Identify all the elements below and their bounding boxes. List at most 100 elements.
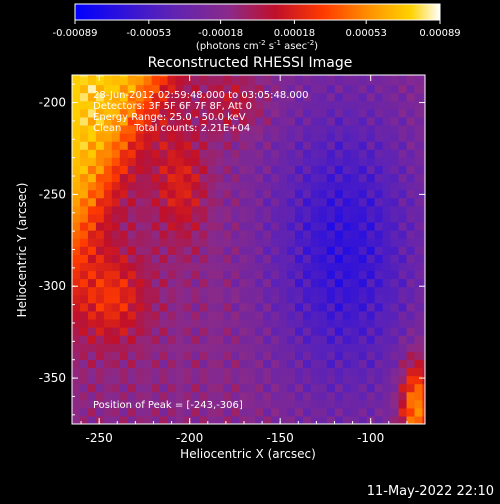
heatmap-cell: [87, 254, 97, 263]
heatmap-cell: [191, 351, 201, 360]
heatmap-cell: [247, 383, 256, 393]
heatmap-cell: [255, 230, 264, 239]
heatmap-cell: [398, 286, 408, 296]
heatmap-cell: [342, 407, 352, 417]
heatmap-cell: [119, 238, 129, 247]
heatmap-cell: [398, 100, 408, 110]
heatmap-cell: [390, 278, 400, 288]
heatmap-cell: [350, 254, 360, 263]
heatmap-cell: [318, 407, 328, 417]
heatmap-cell: [79, 407, 89, 417]
heatmap-cell: [183, 375, 193, 385]
heatmap-cell: [103, 92, 113, 102]
heatmap-cell: [87, 76, 97, 86]
heatmap-cell: [342, 367, 352, 377]
heatmap-cell: [398, 92, 408, 102]
heatmap-cell: [382, 230, 392, 239]
heatmap-cell: [223, 391, 232, 401]
heatmap-cell: [199, 75, 209, 78]
heatmap-cell: [342, 270, 352, 280]
heatmap-cell: [358, 415, 368, 424]
heatmap-cell: [199, 197, 209, 207]
heatmap-cell: [199, 335, 209, 344]
heatmap-cell: [167, 246, 177, 255]
heatmap-cell: [79, 343, 89, 352]
heatmap-cell: [271, 383, 280, 393]
heatmap-cell: [223, 157, 232, 166]
heatmap-cell: [247, 116, 256, 126]
heatmap-cell: [398, 254, 408, 263]
heatmap-cell: [72, 391, 81, 401]
heatmap-cell: [271, 351, 280, 360]
heatmap-cell: [263, 246, 272, 255]
heatmap-cell: [279, 351, 288, 360]
heatmap-cell: [358, 294, 368, 304]
heatmap-cell: [279, 230, 288, 239]
heatmap-cell: [358, 327, 368, 336]
heatmap-cell: [279, 415, 288, 424]
heatmap-cell: [255, 318, 264, 328]
heatmap-cell: [72, 327, 81, 336]
heatmap-cell: [175, 327, 185, 336]
heatmap-cell: [406, 351, 416, 360]
heatmap-cell: [103, 221, 113, 231]
heatmap-cell: [334, 149, 344, 158]
heatmap-cell: [119, 92, 129, 102]
heatmap-cell: [159, 116, 169, 126]
heatmap-cell: [366, 383, 376, 393]
heatmap-cell: [382, 383, 392, 393]
heatmap-cell: [103, 181, 113, 191]
heatmap-cell: [199, 318, 209, 328]
heatmap-cell: [127, 407, 137, 417]
heatmap-cell: [287, 327, 296, 336]
heatmap-cell: [310, 383, 320, 393]
heatmap-cell: [175, 294, 185, 304]
heatmap-cell: [239, 205, 248, 215]
heatmap-cell: [374, 335, 384, 344]
heatmap-cell: [318, 367, 328, 377]
heatmap-cell: [302, 335, 312, 344]
heatmap-cell: [111, 318, 121, 328]
heatmap-cell: [342, 351, 352, 360]
heatmap-cell: [223, 351, 232, 360]
heatmap-cell: [207, 383, 216, 393]
heatmap-cell: [215, 141, 224, 150]
heatmap-cell: [374, 367, 384, 377]
heatmap-cell: [247, 246, 256, 255]
heatmap-cell: [406, 262, 416, 272]
heatmap-cell: [231, 84, 240, 94]
heatmap-cell: [263, 375, 272, 385]
heatmap-cell: [398, 391, 408, 401]
heatmap-cell: [72, 141, 81, 150]
heatmap-cell: [199, 76, 209, 86]
heatmap-cell: [199, 262, 209, 272]
heatmap-cell: [199, 141, 209, 150]
heatmap-cell: [271, 359, 280, 369]
heatmap-cell: [111, 407, 121, 417]
heatmap-cell: [287, 351, 296, 360]
heatmap-cell: [223, 246, 232, 255]
heatmap-cell: [223, 343, 232, 352]
heatmap-cell: [255, 383, 264, 393]
heatmap-cell: [390, 383, 400, 393]
heatmap-cell: [358, 278, 368, 288]
heatmap-cell: [279, 108, 288, 118]
heatmap-cell: [111, 173, 121, 183]
heatmap-cell: [191, 238, 201, 247]
heatmap-cell: [151, 286, 161, 296]
heatmap-cell: [382, 302, 392, 312]
heatmap-cell: [95, 76, 105, 86]
heatmap-cell: [271, 141, 280, 150]
heatmap-cell: [135, 278, 145, 288]
heatmap-cell: [406, 238, 416, 247]
heatmap-cell: [422, 246, 425, 255]
heatmap-cell: [342, 133, 352, 142]
heatmap-cell: [279, 359, 288, 369]
heatmap-cell: [135, 399, 145, 409]
heatmap-cell: [215, 100, 224, 110]
heatmap-cell: [215, 415, 224, 424]
heatmap-cell: [223, 278, 232, 288]
heatmap-cell: [95, 286, 105, 296]
heatmap-cell: [143, 100, 153, 110]
heatmap-cell: [191, 310, 201, 320]
